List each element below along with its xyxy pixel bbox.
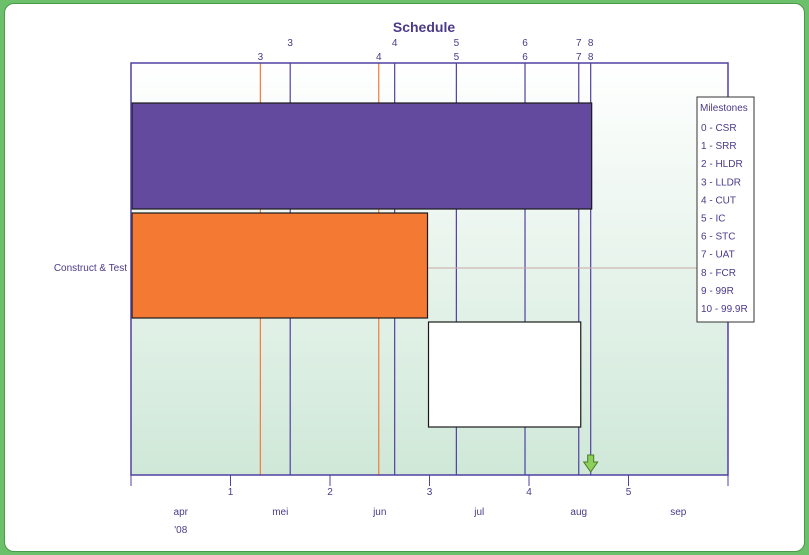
- month-label: jul: [473, 507, 484, 518]
- legend-box: [696, 96, 755, 323]
- milestone-label: 8: [588, 52, 594, 63]
- milestone-label: 4: [392, 38, 398, 49]
- legend-item: 4 - CUT: [701, 195, 736, 206]
- milestone-label: 5: [454, 38, 460, 49]
- legend-item: 0 - CSR: [701, 123, 737, 134]
- tick-label: 5: [626, 487, 632, 498]
- legend-item: 1 - SRR: [701, 141, 737, 152]
- milestone-label: 7: [576, 52, 582, 63]
- year-label: '08: [174, 525, 187, 536]
- today-arrow-icon: [582, 454, 599, 473]
- y-label: Construct & Test: [54, 263, 127, 274]
- gantt-bar: [131, 212, 429, 319]
- month-label: mei: [272, 507, 288, 518]
- milestones-legend: Milestones 0 - CSR 1 - SRR 2 - HLDR 3 - LLD…: [696, 96, 755, 323]
- month-label: apr: [174, 507, 189, 518]
- tick-label: 4: [526, 487, 532, 498]
- legend-item: 5 - IC: [701, 214, 725, 225]
- milestone-label: 3: [287, 38, 293, 49]
- tick-label: 1: [228, 487, 234, 498]
- month-label: sep: [670, 507, 687, 518]
- month-label: aug: [570, 507, 587, 518]
- gantt-bar: [131, 102, 593, 210]
- milestone-label: 6: [522, 38, 528, 49]
- gantt-bar: [427, 321, 582, 428]
- legend-item: 10 - 99.9R: [701, 304, 748, 315]
- milestone-label: 7: [576, 38, 582, 49]
- tick-label: 3: [427, 487, 433, 498]
- legend-item: 6 - STC: [701, 232, 735, 243]
- milestone-label: 5: [454, 52, 460, 63]
- milestone-label: 6: [522, 52, 528, 63]
- chart-title: Schedule: [393, 19, 455, 35]
- legend-item: 7 - UAT: [701, 250, 735, 261]
- tick-label: 2: [327, 487, 333, 498]
- legend-item: 3 - LLDR: [701, 177, 741, 188]
- legend-item: 8 - FCR: [701, 268, 736, 279]
- legend-title: Milestones: [700, 103, 748, 114]
- milestone-label: 4: [376, 52, 382, 63]
- milestone-label: 3: [258, 52, 264, 63]
- milestone-label: 8: [588, 38, 594, 49]
- month-label: jun: [372, 507, 386, 518]
- legend-item: 2 - HLDR: [701, 159, 743, 170]
- legend-item: 9 - 99R: [701, 286, 734, 297]
